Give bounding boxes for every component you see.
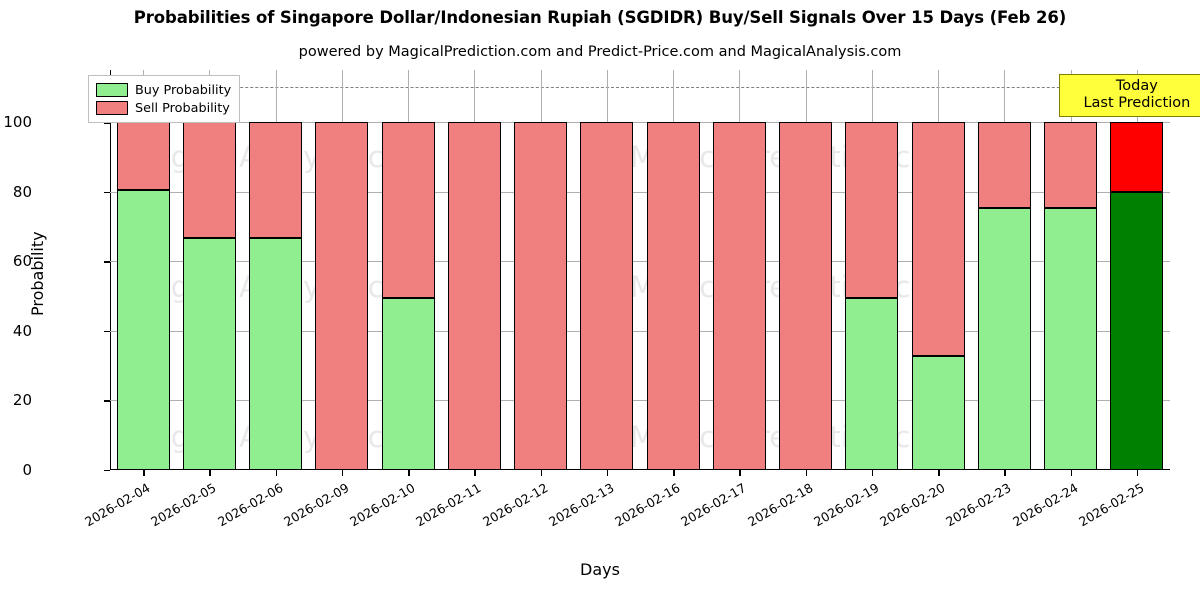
y-tick-label: 40 — [12, 321, 32, 340]
bar-segment-sell — [116, 122, 170, 190]
bar — [646, 122, 700, 470]
bar-segment-sell — [779, 122, 833, 470]
y-tick-mark — [104, 330, 110, 333]
x-tick-mark — [209, 470, 211, 476]
bar-segment-sell — [447, 122, 501, 470]
bar — [514, 122, 568, 470]
bar — [845, 122, 899, 470]
x-tick-mark — [673, 470, 675, 476]
legend-item-buy: Buy Probability — [96, 81, 231, 99]
bar — [249, 122, 303, 470]
y-tick-mark — [104, 261, 110, 263]
bar-segment-buy — [116, 190, 170, 470]
x-tick-mark — [408, 470, 410, 476]
reference-line — [110, 87, 1170, 89]
x-tick-mark — [938, 470, 940, 476]
x-axis-title: Days — [580, 560, 620, 579]
bar-segment-buy — [977, 208, 1031, 470]
bar — [911, 122, 965, 470]
bar-segment-sell — [911, 122, 965, 356]
y-tick-label: 80 — [12, 182, 32, 201]
bar-segment-buy — [1044, 208, 1098, 470]
gridline-y — [110, 191, 1170, 193]
bar-segment-sell — [977, 122, 1031, 209]
today-annotation: Today Last Prediction — [1058, 74, 1200, 118]
y-tick-mark — [104, 191, 110, 194]
legend-label-buy: Buy Probability — [135, 82, 232, 98]
y-tick-label: 60 — [12, 252, 32, 271]
bar-segment-buy — [845, 297, 899, 470]
x-tick-mark — [474, 470, 476, 476]
bar-segment-sell — [1044, 122, 1098, 209]
y-tick-label: 0 — [22, 461, 32, 479]
x-tick-mark — [606, 470, 609, 476]
bar-segment-buy — [911, 355, 965, 470]
bar-segment-buy — [249, 238, 303, 470]
y-axis-title: Probability — [28, 231, 47, 316]
bar-segment-buy — [1110, 191, 1164, 470]
bar-segment-sell — [845, 122, 899, 298]
gridline-y — [110, 330, 1170, 332]
bar-segment-sell — [712, 122, 766, 470]
bar-segment-sell — [315, 122, 369, 470]
bar — [580, 122, 634, 470]
bar — [712, 122, 766, 470]
x-tick-mark — [341, 470, 344, 476]
today-annotation-line1: Today — [1115, 78, 1158, 94]
plot-frame — [110, 70, 1170, 470]
x-tick-mark — [1136, 470, 1139, 476]
x-tick-mark — [1004, 470, 1006, 476]
bar-segment-sell — [514, 122, 568, 470]
chart-title: Probabilities of Singapore Dollar/Indone… — [133, 8, 1067, 27]
y-tick-mark — [104, 470, 110, 472]
x-tick-mark — [143, 470, 145, 476]
today-annotation-line2: Last Prediction — [1083, 94, 1191, 111]
bar — [1044, 122, 1098, 470]
bar — [381, 122, 435, 470]
legend-swatch-buy — [96, 83, 128, 97]
bar-segment-sell — [249, 122, 303, 238]
chart-subtitle: powered by MagicalPrediction.com and Pre… — [298, 44, 902, 60]
bar — [977, 122, 1031, 470]
bar-segment-sell — [646, 122, 700, 470]
y-tick-label: 100 — [3, 113, 32, 132]
legend-item-sell: Sell Probability — [96, 99, 231, 117]
bar-segment-sell — [381, 122, 435, 298]
bar-segment-sell — [182, 122, 236, 238]
x-tick-mark — [540, 470, 543, 476]
x-tick-mark — [739, 470, 741, 476]
x-tick-mark — [275, 470, 278, 476]
bar-segment-sell — [580, 122, 634, 470]
bar-today — [1110, 122, 1164, 470]
bar-segment-sell — [1110, 122, 1164, 192]
x-tick-mark — [805, 470, 808, 476]
bar — [116, 122, 170, 470]
legend-label-sell: Sell Probability — [135, 100, 230, 116]
bar — [779, 122, 833, 470]
gridline-y — [110, 122, 1170, 124]
x-tick-mark — [871, 470, 874, 476]
y-tick-label: 20 — [12, 391, 32, 410]
gridline-y — [110, 400, 1170, 402]
bar-segment-buy — [182, 238, 236, 470]
legend-swatch-sell — [96, 101, 128, 115]
gridline-y — [110, 261, 1170, 263]
y-tick-mark — [104, 400, 110, 402]
bar — [315, 122, 369, 470]
bar — [182, 122, 236, 470]
bar — [447, 122, 501, 470]
bar-segment-buy — [381, 297, 435, 470]
plot-area: MagicalAnalysis.comMagicalPrediction.com… — [104, 70, 1170, 476]
x-tick-mark — [1070, 470, 1073, 476]
chart-legend: Buy Probability Sell Probability — [88, 75, 241, 123]
